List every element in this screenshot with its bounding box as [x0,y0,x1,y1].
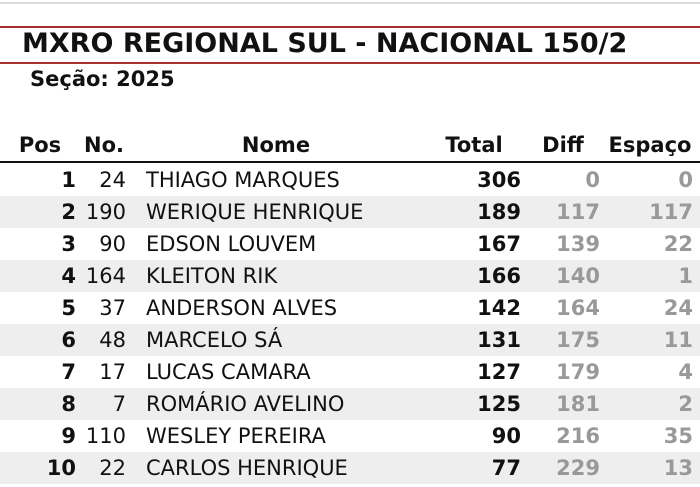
gap: 2 [678,392,693,416]
diff: 0 [585,168,600,192]
gap: 13 [663,456,693,480]
diff: 179 [556,360,600,384]
title: MXRO REGIONAL SUL - NACIONAL 150/2 [22,28,628,59]
number: 37 [99,296,126,320]
position: 10 [46,456,76,480]
total: 131 [477,328,521,352]
position: 3 [61,232,76,256]
table-row: 2 190 WERIQUE HENRIQUE 189 117 117 [0,196,700,228]
number: 22 [99,456,126,480]
table-row: 3 90 EDSON LOUVEM 167 139 22 [0,228,700,260]
number: 17 [99,360,126,384]
position: 6 [61,328,76,352]
rider-name: ROMÁRIO AVELINO [146,392,345,416]
diff: 229 [556,456,600,480]
gap: 0 [678,168,693,192]
table-row: 8 7 ROMÁRIO AVELINO 125 181 2 [0,388,700,420]
total: 90 [491,424,521,448]
table-row: 7 17 LUCAS CAMARA 127 179 4 [0,356,700,388]
gap: 11 [663,328,693,352]
position: 8 [61,392,76,416]
number: 110 [85,424,126,448]
total: 189 [477,200,521,224]
diff: 140 [556,264,600,288]
table-row: 6 48 MARCELO SÁ 131 175 11 [0,324,700,356]
rider-name: ANDERSON ALVES [146,296,338,320]
rider-name: THIAGO MARQUES [146,168,340,192]
number: 48 [99,328,126,352]
table-row: 4 164 KLEITON RIK 166 140 1 [0,260,700,292]
total: 125 [477,392,521,416]
number: 7 [112,392,126,416]
table-row: 10 22 CARLOS HENRIQUE 77 229 13 [0,452,700,484]
diff: 175 [556,328,600,352]
total: 166 [477,264,521,288]
diff: 164 [556,296,600,320]
number: 190 [85,200,126,224]
rider-name: WESLEY PEREIRA [146,424,326,448]
position: 5 [61,296,76,320]
number: 24 [99,168,126,192]
top-border [0,2,700,4]
diff: 216 [556,424,600,448]
diff: 181 [556,392,600,416]
subtitle: Seção: 2025 [30,67,175,91]
table-row: 9 110 WESLEY PEREIRA 90 216 35 [0,420,700,452]
column-header: No. [84,133,124,157]
gap: 4 [678,360,693,384]
header-rule [0,161,700,163]
position: 2 [61,200,76,224]
rider-name: LUCAS CAMARA [146,360,311,384]
number: 164 [85,264,126,288]
rider-name: EDSON LOUVEM [146,232,317,256]
table-row: 1 24 THIAGO MARQUES 306 0 0 [0,164,700,196]
gap: 35 [663,424,693,448]
table-row: 5 37 ANDERSON ALVES 142 164 24 [0,292,700,324]
gap: 22 [663,232,693,256]
diff: 117 [556,200,600,224]
total: 142 [477,296,521,320]
rider-name: MARCELO SÁ [146,328,283,352]
column-header: Pos [18,133,62,157]
gap: 117 [649,200,693,224]
column-header: Total [445,133,503,157]
title-rule [0,62,700,64]
gap: 1 [678,264,693,288]
rider-name: KLEITON RIK [146,264,278,288]
position: 4 [61,264,76,288]
total: 306 [477,168,521,192]
total: 167 [477,232,521,256]
column-header: Diff [542,133,584,157]
total: 77 [491,456,521,480]
position: 7 [61,360,76,384]
total: 127 [477,360,521,384]
column-header: Nome [241,133,311,157]
position: 9 [61,424,76,448]
position: 1 [61,168,76,192]
title-rule [0,26,700,28]
rider-name: CARLOS HENRIQUE [146,456,348,480]
diff: 139 [556,232,600,256]
number: 90 [99,232,126,256]
column-header: Espaço [608,133,692,157]
rider-name: WERIQUE HENRIQUE [146,200,364,224]
gap: 24 [663,296,693,320]
